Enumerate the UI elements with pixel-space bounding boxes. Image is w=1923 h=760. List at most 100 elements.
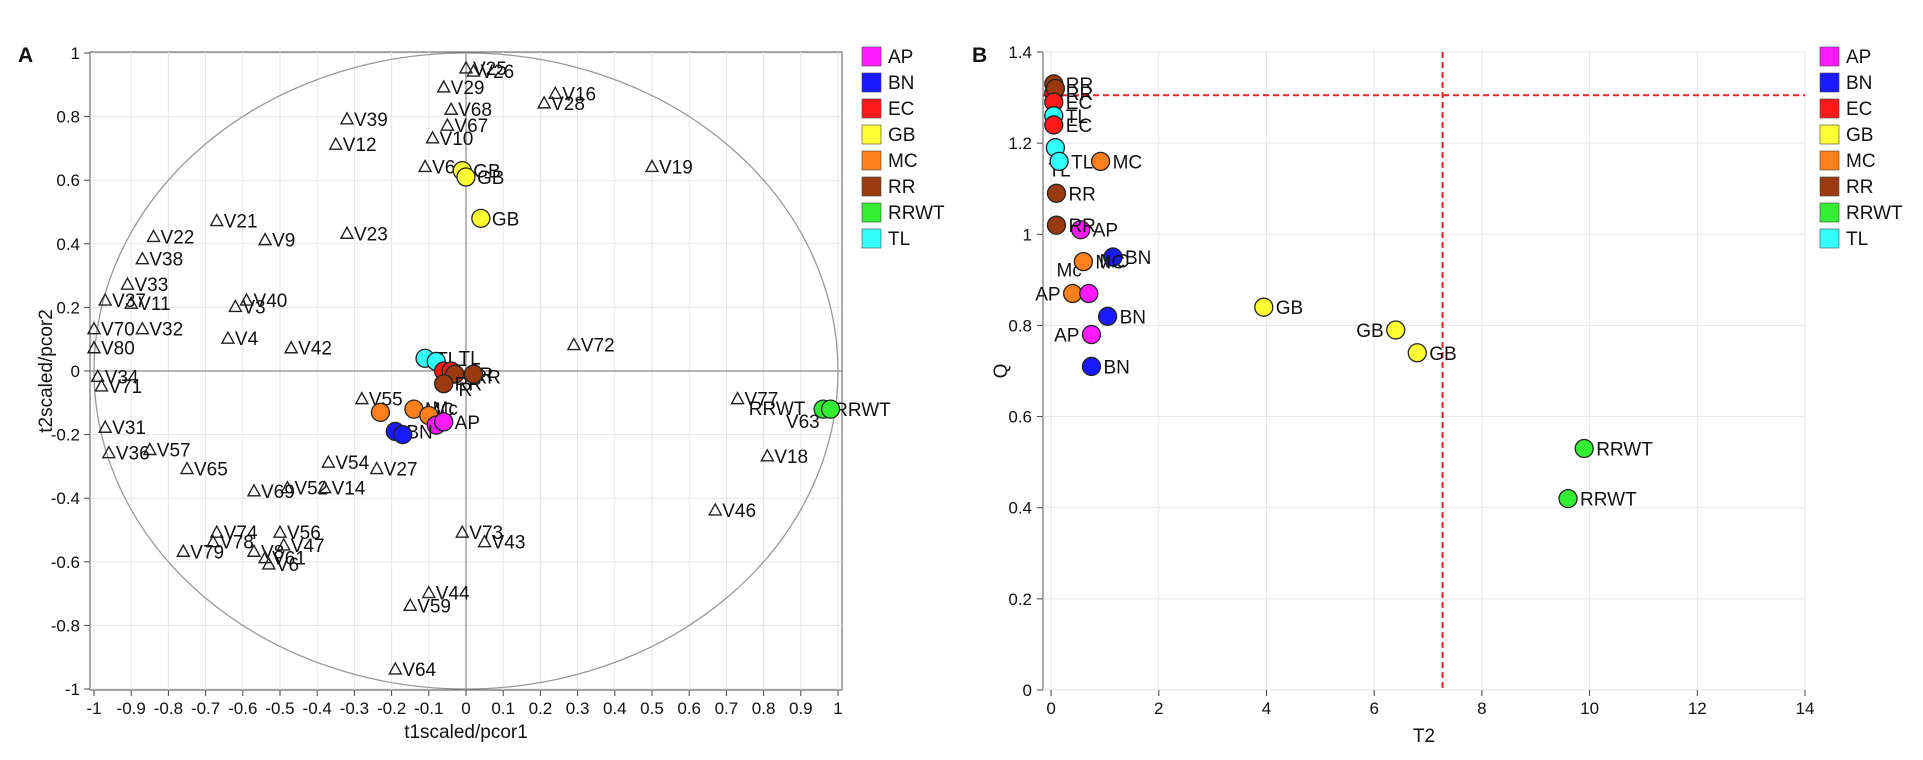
variable-marker <box>239 292 254 306</box>
observation-point <box>820 399 841 419</box>
panel-b-legend: AP BN EC GB MC RR RRWT TL <box>1819 46 1903 250</box>
panel-a-y-tick-label: -0.4 <box>51 489 80 508</box>
variable-label: V8 <box>261 542 284 563</box>
panel-b-legend-label-rr: RR <box>1846 177 1873 198</box>
panel-b-point <box>1079 283 1099 304</box>
observation-point <box>471 208 491 229</box>
variable-label: V77 <box>745 390 779 411</box>
panel-a-x-tick-label: 0.4 <box>603 699 627 718</box>
panel-b-point <box>1097 306 1118 326</box>
variable-label: V64 <box>402 660 436 681</box>
panel-b-point-label: RR <box>1066 84 1093 105</box>
panel-a-x-tick-label: -0.1 <box>414 699 443 718</box>
panel-b-y-tick-label: 0.8 <box>1008 316 1032 335</box>
variable-marker <box>246 543 262 557</box>
variable-label: V14 <box>332 479 366 500</box>
variable-label: V70 <box>101 320 135 341</box>
variable-marker <box>317 480 332 494</box>
variable-label: V57 <box>157 441 191 462</box>
variable-label: V37 <box>112 291 146 312</box>
variable-label: V42 <box>298 339 332 360</box>
variable-marker <box>339 111 355 125</box>
variable-label: V47 <box>291 536 325 557</box>
panel-a-x-tick-label: -0.8 <box>154 699 183 718</box>
panel-a-x-tick-label: -0.9 <box>117 699 146 718</box>
variable-marker <box>90 368 105 383</box>
panel-a-cluster-text: TL <box>459 348 481 369</box>
panel-b-point <box>1386 320 1406 340</box>
panel-a-legend-label-mc: MC <box>888 151 918 172</box>
panel-b-y-ticks: 1.4 1.2 1 0.8 0.6 0.4 0.2 0 <box>1008 43 1043 700</box>
panel-b-legend-label-rrwt: RRWT <box>1846 203 1903 224</box>
variable-label: V27 <box>384 460 418 481</box>
variable-marker <box>86 321 102 335</box>
panel-b-point <box>1046 215 1067 235</box>
panel-a-x-tick-label: -0.5 <box>265 699 294 718</box>
panel-a-legend-label-rrwt: RRWT <box>888 203 945 224</box>
variable-marker <box>466 63 481 77</box>
variable-label: V78 <box>220 533 254 554</box>
variable-label: V19 <box>659 157 693 178</box>
panel-b-point <box>1049 151 1069 172</box>
panel-a: A -1 -0.9 -0.8 -0.7 -0.6 -0.5 -0.4 -0.3 -0.2 -0.1… <box>18 44 945 743</box>
panel-a-x-tick-label: -0.6 <box>228 699 257 718</box>
panel-b-x-tick-label: 2 <box>1154 699 1163 718</box>
panel-a-y-tick-label: -0.8 <box>51 616 80 635</box>
panel-a-legend-swatch-mc <box>861 150 882 171</box>
panel-a-x-tick-label: -0.3 <box>340 699 369 718</box>
panel-a-legend-swatch-tl <box>861 228 882 249</box>
variable-label: V43 <box>492 533 526 554</box>
panel-a-y-tick-label: -0.6 <box>51 553 80 572</box>
variable-marker <box>124 295 139 309</box>
panel-b-point-label: TL <box>1071 152 1093 173</box>
panel-a-legend-label-rr: RR <box>888 177 915 198</box>
variable-marker <box>283 340 299 354</box>
panel-b-y-tick-label: 0 <box>1023 681 1032 700</box>
panel-b-point <box>1574 438 1594 459</box>
panel-a-cluster-text: R <box>459 380 473 401</box>
observation-label: GB <box>477 168 504 189</box>
panel-a-y-tick-label: 0.6 <box>56 171 80 190</box>
observation-point <box>456 167 476 187</box>
variable-label: V52 <box>294 479 328 500</box>
panel-b-y-tick-label: 1.2 <box>1008 134 1032 153</box>
panel-b-legend-swatch-mc <box>1819 150 1840 171</box>
panel-a-legend-label-gb: GB <box>888 125 915 146</box>
variable-marker <box>436 79 451 93</box>
panel-a-legend-swatch-ap <box>861 46 882 67</box>
variable-label: V67 <box>454 116 488 137</box>
panel-b-point <box>1081 324 1102 345</box>
variable-label: V36 <box>116 444 150 465</box>
variable-marker <box>142 442 157 456</box>
panel-b-point <box>1044 115 1064 135</box>
variable-marker <box>566 337 582 351</box>
variable-marker <box>425 130 440 144</box>
variable-marker <box>146 228 161 243</box>
panel-a-y-axis-label: t2scaled/pcor2 <box>36 309 57 433</box>
panel-a-unit-circle <box>93 52 839 690</box>
panel-b-point-label: AP <box>1054 326 1079 347</box>
variable-label: V25 <box>473 59 507 80</box>
variable-marker <box>455 524 470 538</box>
variable-marker <box>536 95 552 109</box>
panel-a-legend-label-ap: AP <box>888 47 913 68</box>
variable-label: V21 <box>224 212 258 233</box>
panel-b-point-label: GB <box>1429 344 1456 365</box>
panel-b-x-tick-label: 0 <box>1046 699 1055 718</box>
panel-b-point <box>1046 183 1067 203</box>
variable-marker <box>209 524 224 538</box>
variable-label: V6 <box>432 157 455 178</box>
variable-marker <box>276 537 291 551</box>
panel-b-legend-label-mc: MC <box>1846 151 1876 172</box>
variable-label: V26 <box>480 62 514 83</box>
panel-a-y-tick-label: 0.2 <box>56 298 80 317</box>
panel-b-point-label: BN <box>1103 357 1129 378</box>
panel-a-observations: GBGBGBTLECRRRRMCAPBNRRWT <box>370 161 891 445</box>
panel-a-legend-label-bn: BN <box>888 73 914 94</box>
panel-b-point-label: EC <box>1066 93 1092 114</box>
panel-b-point-label: RR <box>1068 216 1095 237</box>
variable-label: V59 <box>417 596 451 617</box>
variable-marker <box>458 60 474 74</box>
